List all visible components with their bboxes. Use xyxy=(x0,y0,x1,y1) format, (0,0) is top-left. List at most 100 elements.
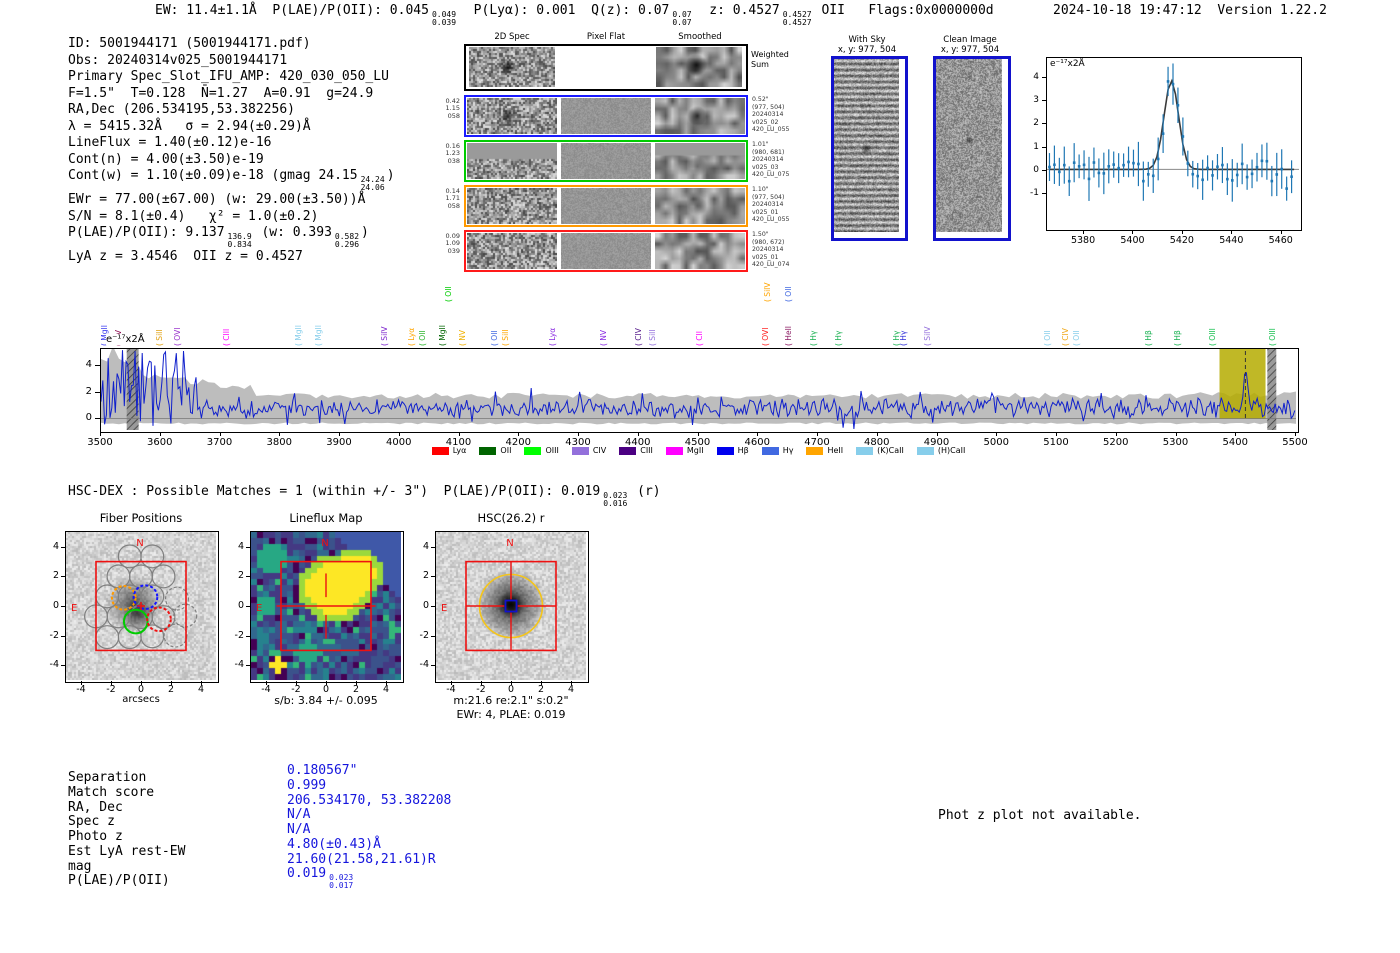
row3-smoothed-image xyxy=(655,233,745,269)
uncertainty-lo: 24.06 xyxy=(360,183,385,193)
lineflux-xlabel: s/b: 3.84 +/- 0.095 xyxy=(274,694,378,707)
axis-tick-label: 5460 xyxy=(1268,235,1293,246)
emission-line-label-CIII: ( CIII xyxy=(221,328,231,346)
emission-line-label-OII: ( OII xyxy=(1072,330,1082,346)
uncertainty-hi: 0.023 xyxy=(603,491,628,500)
uncertainty-lo: 0.07 xyxy=(672,18,692,27)
data-point xyxy=(1285,187,1288,190)
highlight-band xyxy=(1219,349,1266,419)
fiber-circle xyxy=(128,564,153,589)
text-segment: ) xyxy=(386,168,395,184)
main-plot-unit-label: e⁻¹⁷x2Å xyxy=(106,334,145,345)
data-point xyxy=(1226,177,1229,181)
text-segment: ID: 5001944171 (5001944171.pdf) xyxy=(68,36,311,51)
data-point xyxy=(1265,159,1269,163)
emission-line-label-OIII: ( OIII xyxy=(1268,328,1278,346)
stacked-uncertainty: 0.582 0.296 xyxy=(335,233,359,249)
catalog-position-box xyxy=(504,599,518,613)
stacked-uncertainty: 0.023 0.017 xyxy=(329,874,353,890)
uncertainty-lo: 0.017 xyxy=(329,881,354,891)
text-segment: P(Lyα): 0.001 Q(z): 0.07 xyxy=(458,3,670,18)
axis-tick xyxy=(1280,230,1282,234)
axis-tick xyxy=(81,681,82,685)
emission-line-label-Hγ: ( Hγ xyxy=(809,330,819,346)
data-point xyxy=(1186,162,1190,165)
axis-tick-label: 0 xyxy=(1033,165,1039,175)
data-point xyxy=(1127,160,1130,164)
text-segment: Obs: 20240314v025_5001944171 xyxy=(68,52,288,68)
data-point xyxy=(1058,170,1061,174)
data-point xyxy=(1122,163,1125,167)
text-segment: RA,Dec (206.534195,53.382256) xyxy=(68,102,295,118)
axis-tick xyxy=(61,576,65,578)
hsc-xlabel2: EWr: 4, PLAE: 0.019 xyxy=(456,708,566,721)
axis-tick xyxy=(95,418,100,419)
uncertainty-lo: 0.016 xyxy=(603,499,628,508)
info-line-2: Primary Spec_Slot_IFU_AMP: 420_030_050_L… xyxy=(68,69,395,86)
data-point xyxy=(1117,166,1120,170)
axis-tick-label: 4900 xyxy=(923,437,950,448)
axis-tick xyxy=(1083,230,1085,234)
emission-line-label-SiII: ( SiII xyxy=(500,329,510,346)
axis-tick xyxy=(279,432,281,436)
axis-tick xyxy=(1042,100,1046,102)
axis-tick-label: 5100 xyxy=(1043,437,1069,448)
axis-tick-label: 4100 xyxy=(445,437,472,448)
weighted-smoothed-image xyxy=(656,47,742,87)
text-segment: ) xyxy=(361,225,369,241)
info-line-8: Cont(w) = 1.10(±0.09)e-18 (gmag 24.15 24.… xyxy=(68,168,395,192)
hsc-cutout-title: HSC(26.2) r xyxy=(477,511,545,525)
axis-tick xyxy=(817,432,818,436)
info-line-0: ID: 5001944171 (5001944171.pdf) xyxy=(68,36,395,53)
emission-line-label-SiII: ( SiII xyxy=(648,329,658,346)
axis-tick-label: 4600 xyxy=(744,437,770,448)
legend-label: Lyα xyxy=(452,446,467,455)
data-point xyxy=(1112,163,1116,166)
axis-tick-label: 2 xyxy=(167,684,175,695)
axis-tick xyxy=(996,432,998,436)
axis-tick-label: 4000 xyxy=(386,437,412,448)
fiber-circle xyxy=(151,605,176,630)
info-line-5: λ = 5415.32Å σ = 2.94(±0.29)Å xyxy=(68,119,395,136)
match-row-value-5: 4.80(±0.43)Å xyxy=(287,837,451,853)
weighted-sum-label-line: Weighted xyxy=(751,50,789,59)
emission-line-label-CIV: ( CIV xyxy=(634,328,644,346)
axis-tick-label: 3600 xyxy=(147,437,173,448)
zoom-plot-unit-label: e⁻¹⁷x2Å xyxy=(1050,59,1085,69)
row3-2dspec-image xyxy=(467,233,557,269)
axis-tick xyxy=(159,432,161,436)
axis-tick-label: 3 xyxy=(1033,95,1039,106)
axis-tick xyxy=(339,432,340,436)
axis-tick-label: -2 xyxy=(234,629,244,641)
row1-smoothed-image xyxy=(655,143,745,179)
axis-tick xyxy=(511,681,512,685)
axis-tick-label: 2 xyxy=(537,684,545,695)
weighted-sum-label-line: Sum xyxy=(751,59,769,69)
axis-tick xyxy=(431,576,435,578)
axis-tick-label: 4 xyxy=(382,684,390,695)
axis-tick-label: -2 xyxy=(106,684,116,695)
match-row-label-2: RA, Dec xyxy=(68,799,123,815)
axis-tick-label: 5440 xyxy=(1219,235,1244,246)
with-sky-image-box xyxy=(831,56,908,241)
legend-label: OIII xyxy=(545,446,559,455)
emission-line-label-Hβ: ( Hβ xyxy=(1173,330,1183,346)
fiber-circle xyxy=(140,544,165,569)
axis-tick xyxy=(246,665,250,667)
data-point xyxy=(1087,177,1091,181)
emission-line-label-OIII: ( OIII xyxy=(1208,328,1218,346)
north-label: N xyxy=(506,538,513,549)
data-point xyxy=(1092,161,1096,164)
uncertainty-lo: 0.296 xyxy=(334,240,360,250)
axis-tick-label: -4 xyxy=(49,659,59,671)
spec2d-row-1 xyxy=(464,140,748,182)
axis-tick-label: 4400 xyxy=(625,437,651,448)
fiber-circle xyxy=(140,624,165,649)
data-point xyxy=(1146,173,1150,176)
detection-info-block: ID: 5001944171 (5001944171.pdf) Obs: 2024… xyxy=(68,36,395,266)
fiber-overlay-svg: NE xyxy=(71,538,198,652)
with-sky-title: With Sky xyxy=(848,35,886,45)
axis-tick-label: 0 xyxy=(85,412,92,423)
axis-tick-label: 5380 xyxy=(1070,235,1096,246)
axis-tick xyxy=(578,432,579,436)
